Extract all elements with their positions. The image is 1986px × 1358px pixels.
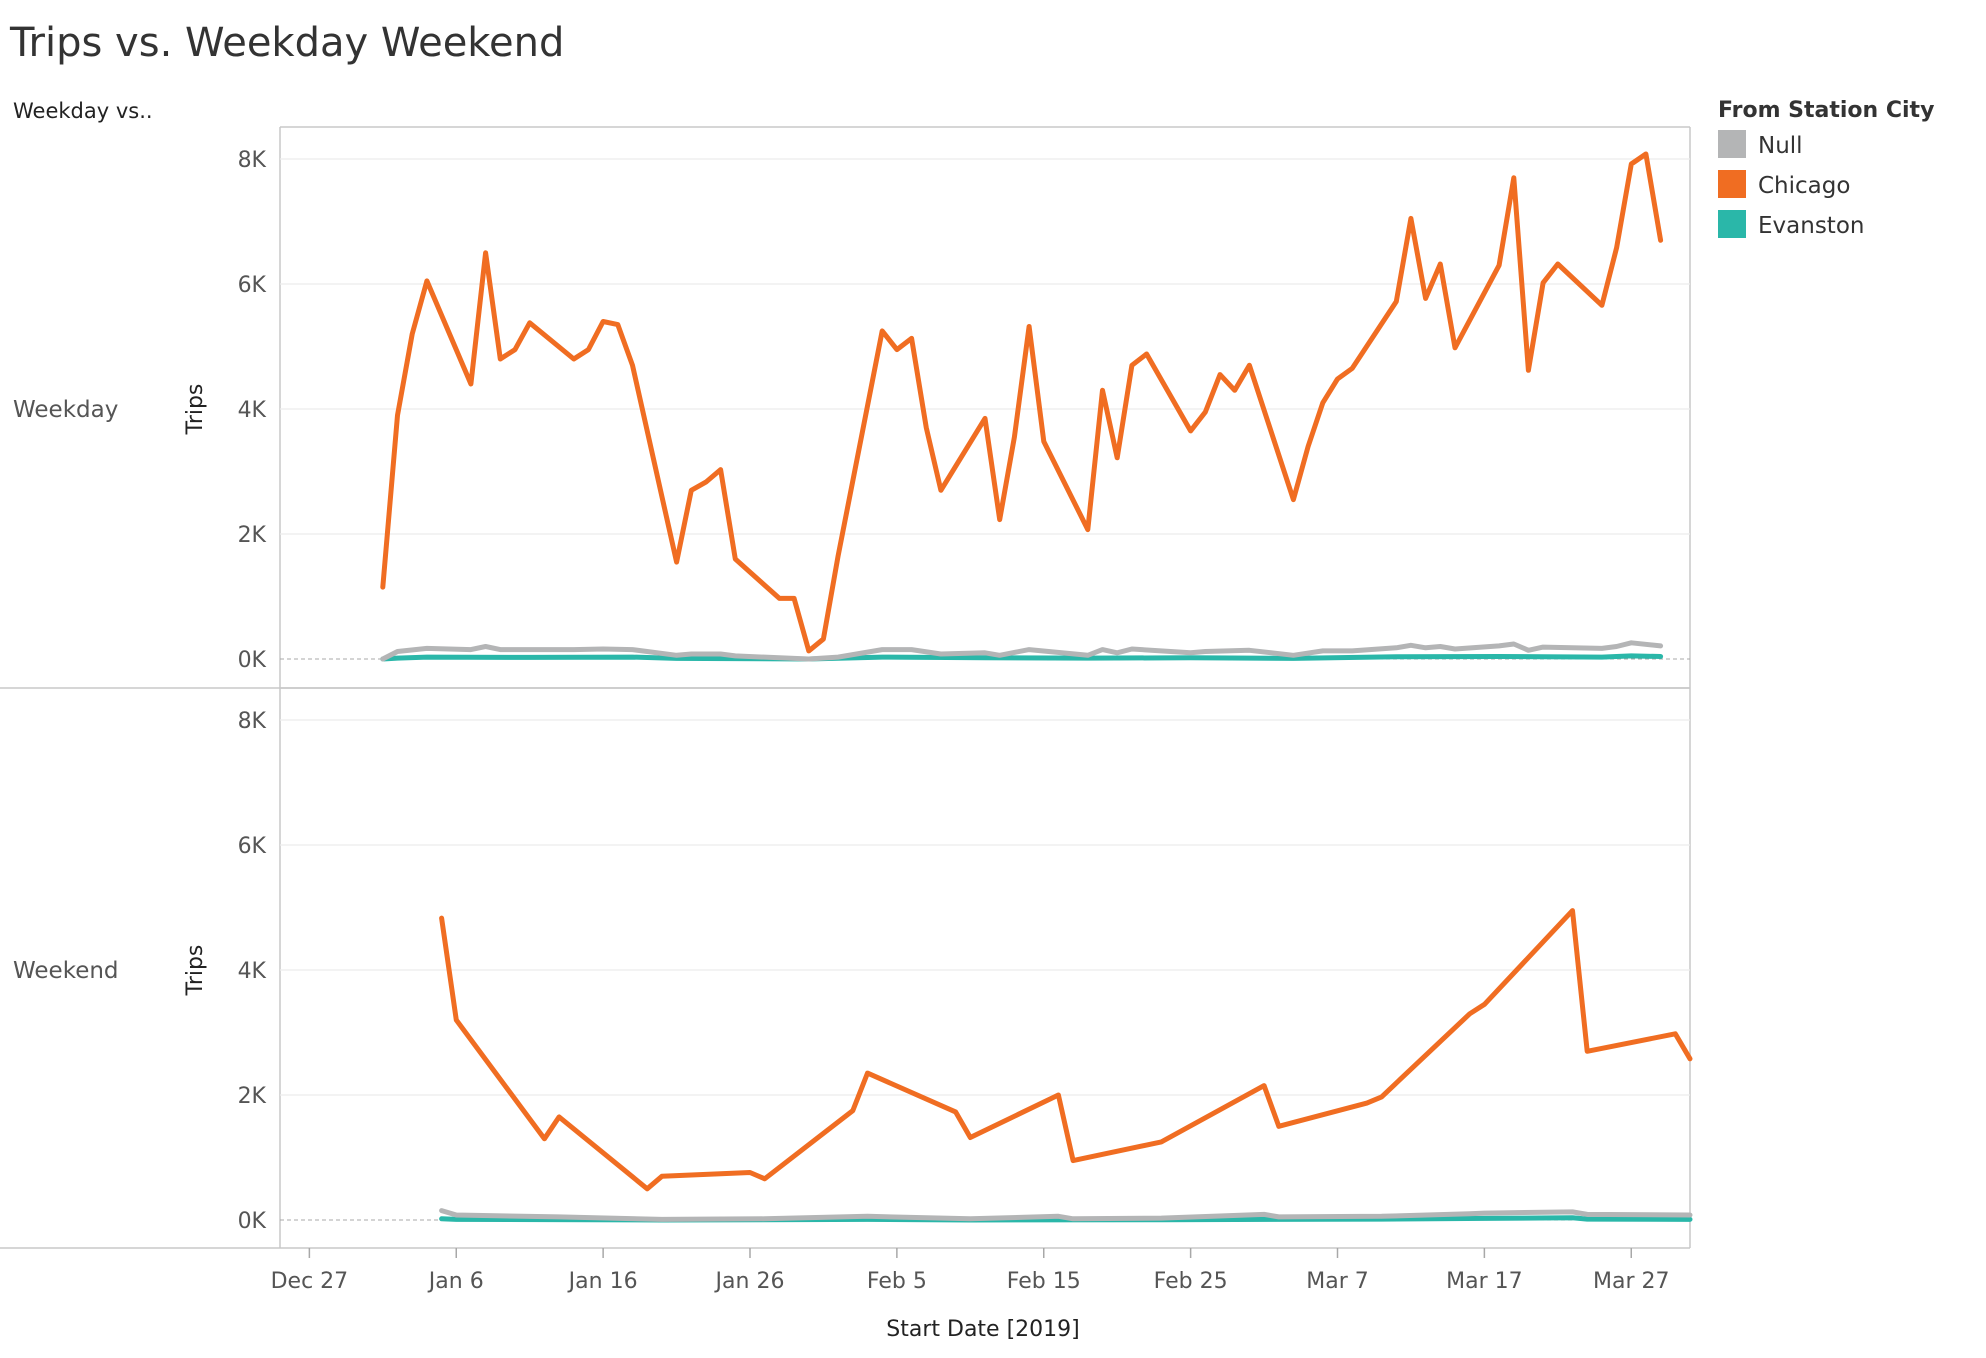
- x-tick-label: Feb 15: [1007, 1269, 1081, 1294]
- x-tick-label: Dec 27: [271, 1269, 349, 1294]
- chart-title: Trips vs. Weekday Weekend: [9, 20, 564, 66]
- legend-label: Null: [1758, 133, 1803, 159]
- x-tick-label: Jan 26: [714, 1269, 785, 1294]
- y-tick-label: 0K: [238, 648, 267, 673]
- panels: 0K 2K 4K 6K 8K Trips Weekday 0K 2K 4K 6K 8K Trips Wee…: [0, 126, 1693, 1249]
- panel-weekday: 0K 2K 4K 6K 8K Trips Weekday: [0, 126, 1691, 689]
- panel-weekend: 0K 2K 4K 6K 8K Trips Weekend: [0, 687, 1693, 1249]
- y-tick-label: 4K: [238, 398, 267, 423]
- y-tick-label: 0K: [238, 1209, 267, 1234]
- x-tick-label: Jan 6: [427, 1269, 484, 1294]
- y-tick-label: 6K: [238, 834, 267, 859]
- legend-item-chicago[interactable]: Chicago: [1718, 170, 1850, 199]
- y-axis-title: Trips: [183, 945, 208, 997]
- y-tick-label: 8K: [238, 709, 267, 734]
- legend[interactable]: Null Chicago Evanston: [1718, 130, 1864, 239]
- row-label-weekday: Weekday: [13, 397, 118, 423]
- series-line-chicago[interactable]: [439, 908, 1693, 1192]
- x-axis-title: Start Date [2019]: [886, 1317, 1079, 1342]
- x-axis: Dec 27 Jan 6 Jan 16 Jan 26 Feb 5 Feb 15 Feb 25…: [271, 1248, 1670, 1294]
- legend-item-evanston[interactable]: Evanston: [1718, 210, 1864, 239]
- series-line-null[interactable]: [380, 640, 1664, 662]
- row-label-weekend: Weekend: [13, 958, 119, 984]
- row-header: Weekday vs..: [13, 99, 153, 123]
- legend-swatch: [1718, 130, 1746, 158]
- x-tick-label: Mar 27: [1593, 1269, 1670, 1294]
- x-tick-label: Jan 16: [567, 1269, 638, 1294]
- legend-label: Evanston: [1758, 213, 1864, 239]
- x-tick-label: Feb 5: [867, 1269, 927, 1294]
- legend-label: Chicago: [1758, 173, 1850, 199]
- y-axis-title: Trips: [183, 384, 208, 436]
- series-line-null[interactable]: [439, 1208, 1693, 1222]
- y-tick-label: 2K: [238, 1084, 267, 1109]
- y-tick-label: 8K: [238, 148, 267, 173]
- series-line-chicago[interactable]: [380, 151, 1664, 654]
- x-tick-label: Mar 17: [1446, 1269, 1523, 1294]
- y-tick-label: 6K: [238, 273, 267, 298]
- x-tick-label: Mar 7: [1306, 1269, 1369, 1294]
- legend-item-null[interactable]: Null: [1718, 130, 1803, 159]
- legend-title: From Station City: [1718, 98, 1934, 123]
- series-line-evanston[interactable]: [380, 653, 1664, 662]
- x-tick-label: Feb 25: [1154, 1269, 1228, 1294]
- legend-swatch: [1718, 210, 1746, 238]
- legend-swatch: [1718, 170, 1746, 198]
- y-tick-label: 4K: [238, 959, 267, 984]
- y-tick-label: 2K: [238, 523, 267, 548]
